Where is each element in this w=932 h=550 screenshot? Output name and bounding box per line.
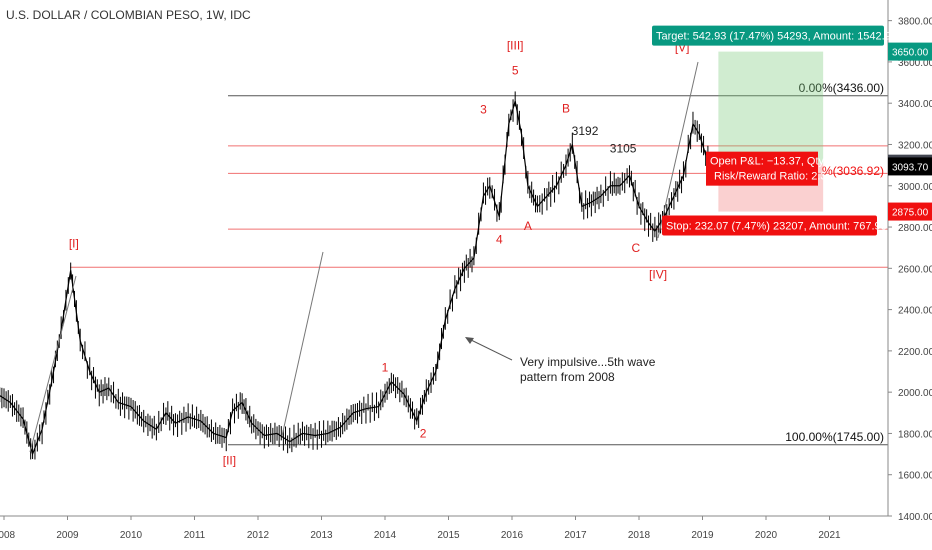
y-tick-label: 3200.00 <box>898 140 932 151</box>
fib-level-label: 0.00%(3436.00) <box>799 81 884 95</box>
position-labels: Target: 542.93 (17.47%) 54293, Amount: 1… <box>652 25 897 236</box>
wave-label: C <box>631 241 640 255</box>
x-tick-label: 2018 <box>628 530 651 541</box>
y-tick-label: 3400.00 <box>898 99 932 110</box>
trend-line <box>29 275 77 453</box>
x-tick-label: 2008 <box>0 530 16 541</box>
y-tick-label: 2400.00 <box>898 306 932 317</box>
stop-label-box <box>662 215 877 236</box>
note-text: pattern from 2008 <box>520 370 615 384</box>
wave-label: 3105 <box>610 142 637 156</box>
x-tick-label: 2012 <box>247 530 270 541</box>
wave-label: [I] <box>69 237 79 251</box>
y-tick-label: 1800.00 <box>898 429 932 440</box>
wave-label: [IV] <box>649 268 667 282</box>
price-tag-label: 3093.70 <box>892 162 929 173</box>
price-line <box>0 100 711 457</box>
wave-label: [II] <box>223 453 236 467</box>
wave-label: 5 <box>512 63 519 77</box>
pnl-box <box>706 151 818 186</box>
x-tick-label: 2011 <box>184 530 206 541</box>
note-arrow <box>466 337 513 361</box>
price-tag-label: 2875.00 <box>892 208 929 219</box>
y-tick-label: 1400.00 <box>898 512 932 523</box>
price-tag <box>888 202 932 221</box>
wave-label: B <box>562 101 570 115</box>
wave-label: 3 <box>480 103 487 117</box>
position-zones <box>718 51 824 212</box>
target-label: Target: 542.93 (17.47%) 54293, Amount: 1… <box>656 31 897 43</box>
price-tag <box>888 157 932 176</box>
stop-label: Stop: 232.07 (7.47%) 23207, Amount: 767.… <box>666 221 887 233</box>
x-tick-label: 2015 <box>437 530 460 541</box>
wave-label: [III] <box>507 39 524 53</box>
wave-label: 4 <box>496 233 503 247</box>
x-tick-label: 2021 <box>818 530 841 541</box>
y-tick-label: 2600.00 <box>898 264 932 275</box>
x-tick-label: 2009 <box>56 530 79 541</box>
x-tick-label: 2017 <box>564 530 587 541</box>
x-tick-label: 2014 <box>374 530 397 541</box>
chart-title: U.S. DOLLAR / COLOMBIAN PESO, 1W, IDC <box>6 8 251 22</box>
trend-line <box>281 251 324 437</box>
y-tick-label: 1600.00 <box>898 471 932 482</box>
price-tag-label: 3650.00 <box>892 48 929 59</box>
note-arrowhead <box>465 337 474 344</box>
x-tick-label: 2010 <box>120 530 143 541</box>
y-tick-label: 3800.00 <box>898 17 932 28</box>
x-axis: 2008 2009 2010 2011 2012 2013 2014 2015 2016 2017… <box>0 515 888 541</box>
wave-label: A <box>524 219 532 233</box>
fib-partial-label: %(3036.92) <box>822 164 884 178</box>
fib-level-label: 100.00%(1745.00) <box>785 430 884 444</box>
rr-label: Risk/Reward Ratio: 2.34 <box>714 171 833 183</box>
price-tag <box>888 42 932 61</box>
y-tick-label: 2200.00 <box>898 347 932 358</box>
pnl-label: Open P&L: −13.37, Qty: 1 <box>710 156 836 168</box>
note-text: Very impulsive...5th wave <box>520 355 656 369</box>
target-zone <box>718 51 824 164</box>
wave-label: 2 <box>420 427 427 441</box>
x-tick-label: 2019 <box>691 530 714 541</box>
x-tick-label: 2020 <box>755 530 778 541</box>
target-label-box <box>652 25 884 46</box>
price-series <box>0 61 711 460</box>
x-tick-label: 2016 <box>501 530 524 541</box>
y-tick-label: 2000.00 <box>898 388 932 399</box>
y-tick-label: 3600.00 <box>898 58 932 69</box>
trend-line <box>657 61 699 239</box>
wave-label: 1 <box>382 361 389 375</box>
x-tick-label: 2013 <box>310 530 333 541</box>
y-tick-label: 3000.00 <box>898 182 932 193</box>
y-tick-label: 2800.00 <box>898 223 932 234</box>
wave-label: 3192 <box>572 124 599 138</box>
y-axis: 1400.00 1600.00 1800.00 2000.00 2200.00 2400.… <box>887 0 932 523</box>
